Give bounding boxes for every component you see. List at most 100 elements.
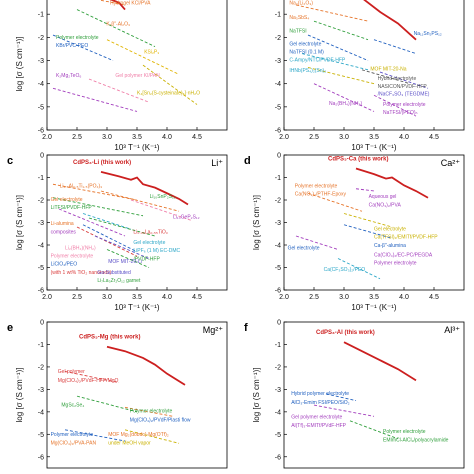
x-axis-label: 10³ T⁻¹ (K⁻¹) [114,303,160,312]
series-line [295,4,369,22]
y-tick-label: -6 [275,288,281,295]
series-annotation: NASICON/PVDF-HFP [378,84,428,90]
series-annotation: Li₁.₅Al₀.₅Ti₁.₅(PO₄)₃ [60,183,103,189]
series-annotation: KBr/PVC-PEO [56,43,88,49]
series-annotation: Polymer electrolyte [51,254,94,260]
series-line [100,190,180,212]
series-line [379,71,429,89]
y-tick-label: -4 [275,81,281,88]
series-line [373,94,417,117]
series-annotation: Mg(ClO₄)₂/PVA-PAN [51,441,97,447]
this-work-line [109,0,126,11]
y-tick-label: -4 [38,409,44,416]
series-annotation: Polymer electrolyte [130,409,173,415]
series-line [142,64,198,105]
panel-d: 2.0 2.5 3.0 3.5 4.0 4.5 0 -1 -2 -3 -4 -5 -6 10³ T⁻¹ (… [244,153,465,312]
plot-frame [46,321,228,469]
series-annotation: Li-alumina [51,221,74,227]
series-line [343,213,393,228]
series-annotation: Gel electrolyte [288,246,320,252]
series-annotation: Na₃SbS₄ [289,15,309,21]
series-annotation: Gel polymer electrolyte [291,414,342,420]
y-tick-label: -4 [275,409,281,416]
series-line [307,192,363,212]
series-line [361,69,411,85]
x-tick-label: 3.5 [132,134,142,141]
y-tick-label: -4 [38,81,44,88]
series-line [64,429,126,442]
x-axis-label: 10³ T⁻¹ (K⁻¹) [351,303,397,312]
y-tick-label: -1 [275,12,281,19]
panel-label: f [244,322,248,334]
series-line [82,224,138,253]
series-annotation: MOF Mg₂(dobdc)·Mg(OTf)₂ [108,432,169,438]
y-axis-label: log [σ (S cm⁻¹)] [252,195,261,250]
y-tick-label: -3 [275,387,281,394]
series-line [313,20,369,41]
x-tick-label: 4.0 [162,134,172,141]
x-tick-label: 3.0 [102,134,112,141]
y-tick-label: -3 [38,58,44,65]
series-annotation: Polymer electrolyte [295,183,338,189]
series-annotation: Li₂(BH₄)(NH₂) [65,246,96,252]
y-tick-label: -5 [275,265,281,272]
y-tick-label: -2 [38,198,44,205]
x-tick-label: 2.0 [279,134,289,141]
x-axis-label: 10³ T⁻¹ (K⁻¹) [351,143,397,152]
series-annotation: Mg(ClO₄)₂/PVdF/Plasti flow [130,417,191,423]
y-tick-label: -5 [275,432,281,439]
series-annotation: Polymer electrolyte [374,260,417,266]
x-tick-label: 4.0 [399,134,409,141]
series-annotation: Gel electrolyte [51,197,83,203]
y-tick-label: -1 [275,342,281,349]
series-annotation: Polymer electrolyte [56,35,99,41]
series-line [355,188,375,192]
x-tick-label: 4.0 [399,294,409,301]
series-line [295,235,339,250]
x-tick-label: 3.5 [369,294,379,301]
series-annotation: Ca(ClO₄)₂/EC-PC/PEGDA [374,252,433,258]
series-line [64,370,120,384]
panel-f: 0 -1 -2 -3 -4 -5 -6 log [σ (S cm⁻¹)] f Al³⁺ CdPS₃-… [244,320,465,469]
series-annotation: Al(Tf)₃-EMITf/PVdF-HFP [291,423,346,429]
series-annotation: under MeOH vapor [108,441,151,447]
y-axis-label: log [σ (S cm⁻¹)] [15,368,24,423]
this-work-label: CdPS₃-Mg (this work) [79,335,140,341]
series-annotation: C-Ampy/NTf₂/PVDF-HFP [289,57,345,63]
y-tick-label: -2 [38,35,44,42]
series-annotation: Ca(NO₃)₂/PTHF-Epoxy [295,192,347,198]
this-work-line [355,167,429,199]
series-annotation: Polymer electrolyte [383,429,426,435]
panel-b: 2.0 2.5 3.0 3.5 4.0 4.5 -1 -2 -3 -4 -5 -6 10³ T⁻¹ (K… [275,0,465,152]
series-annotation: MOF MIT-20-Li [108,259,142,265]
y-tick-label: -1 [275,175,281,182]
series-annotation: IHNb(PS₄)₂(Sn)₂ [289,68,326,74]
plot-frame [283,154,465,291]
plot-frame [283,321,465,469]
this-work-label: CdPS₃-Ca (this work) [328,157,388,163]
y-tick-label: -1 [38,12,44,19]
x-tick-label: 3.0 [339,294,349,301]
y-tick-label: -3 [38,220,44,227]
ion-label: Ca²⁺ [441,158,461,168]
panel-e: 0 -1 -2 -3 -4 -5 -6 log [σ (S cm⁻¹)] e Mg²⁺ CdPS₃-… [7,320,228,469]
y-tick-label: -2 [38,364,44,371]
x-tick-label: 3.5 [132,294,142,301]
series-annotation: NaTFSI [289,28,306,34]
x-tick-label: 4.0 [162,294,172,301]
series-line [343,224,393,239]
series-line [106,39,180,75]
y-tick-label: -6 [275,128,281,135]
series-annotation: Ga-Substituted [97,270,131,276]
y-tick-label: -4 [275,243,281,250]
series-annotation: Mg(ClO₄)₂/PVdF-HFP/MgO [58,378,119,384]
series-annotation: Na₃(Li₂O₃) [289,1,313,7]
x-tick-label: 2.0 [42,294,52,301]
series-line [52,87,138,112]
ion-label: Al³⁺ [444,325,460,335]
x-tick-label: 2.5 [309,294,319,301]
x-tick-label: 2.0 [42,134,52,141]
y-tick-label: 0 [40,320,44,327]
x-axis-label: 10³ T⁻¹ (K⁻¹) [114,143,160,152]
x-tick-label: 4.5 [192,294,202,301]
